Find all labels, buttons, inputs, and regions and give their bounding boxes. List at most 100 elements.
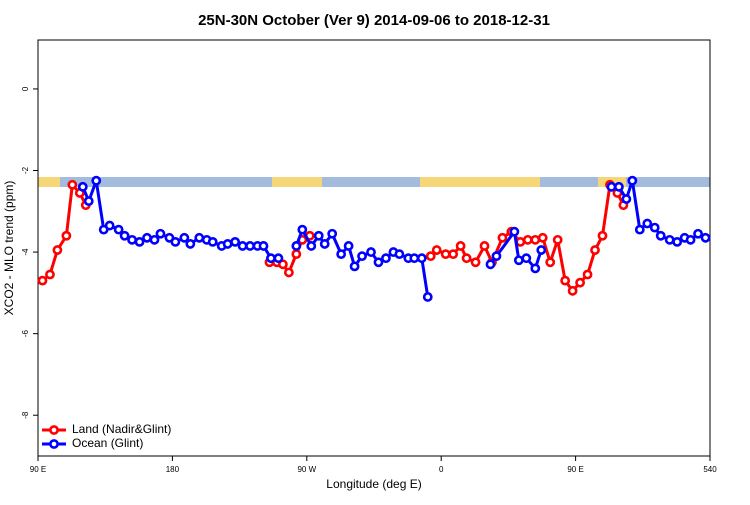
point <box>700 232 711 243</box>
point <box>664 234 675 245</box>
point <box>319 239 330 249</box>
point <box>513 255 524 266</box>
point <box>170 236 181 247</box>
chart-title: 25N-30N October (Ver 9) 2014-09-06 to 20… <box>198 12 550 29</box>
strip-land <box>38 177 60 187</box>
y-tick-label: 0 <box>21 86 30 91</box>
point <box>560 275 571 286</box>
point <box>45 269 55 280</box>
point <box>381 253 391 264</box>
point <box>283 267 294 278</box>
point <box>455 241 466 251</box>
strip-ocean <box>38 177 710 187</box>
point <box>127 234 137 245</box>
point <box>431 245 442 255</box>
point <box>83 196 94 206</box>
point <box>52 245 63 255</box>
point <box>291 249 302 260</box>
point <box>685 234 696 245</box>
x-tick-label: 90 W <box>297 465 316 474</box>
point <box>440 249 451 260</box>
point <box>91 175 102 186</box>
point <box>606 181 617 192</box>
point <box>179 232 190 243</box>
y-tick-label: -2 <box>21 166 30 174</box>
point <box>672 236 683 247</box>
point <box>343 241 354 251</box>
point <box>336 249 347 260</box>
point <box>297 224 308 235</box>
point <box>349 261 360 272</box>
point <box>67 179 78 190</box>
point <box>582 269 593 280</box>
point <box>521 253 532 264</box>
point <box>366 247 376 257</box>
point <box>614 181 624 192</box>
point <box>113 224 124 235</box>
point <box>142 232 152 243</box>
point <box>655 230 666 241</box>
point <box>77 181 88 192</box>
point <box>119 230 130 241</box>
x-axis-label: Longitude (deg E) <box>326 477 421 491</box>
point <box>394 249 405 260</box>
y-axis-label: XCO2 - MLO trend (ppm) <box>2 181 16 316</box>
point <box>522 234 533 245</box>
x-tick-label: 540 <box>703 465 717 474</box>
point <box>621 194 632 204</box>
legend-marker <box>49 425 59 435</box>
point <box>245 241 255 251</box>
point <box>258 241 269 251</box>
legend-label: Ocean (Glint) <box>72 436 143 450</box>
point <box>273 253 284 264</box>
point <box>497 232 508 243</box>
point <box>530 234 541 245</box>
point <box>575 277 585 288</box>
point <box>373 257 384 268</box>
point <box>222 239 233 249</box>
y-tick-label: -6 <box>21 330 30 338</box>
point <box>61 230 72 241</box>
point <box>597 230 608 241</box>
point <box>313 230 324 241</box>
strip-land <box>420 177 540 187</box>
point <box>134 236 145 247</box>
point <box>207 236 218 247</box>
x-tick-label: 90 E <box>30 465 46 474</box>
point <box>104 220 115 231</box>
y-tick-label: -4 <box>21 248 30 256</box>
x-tick-label: 180 <box>166 465 180 474</box>
point <box>470 257 481 268</box>
point <box>536 245 547 255</box>
point <box>185 239 196 249</box>
x-tick-label: 90 E <box>567 465 583 474</box>
point <box>425 251 436 262</box>
point <box>306 241 317 251</box>
point <box>567 285 578 296</box>
point <box>627 175 638 186</box>
legend-marker <box>49 439 59 449</box>
y-tick-label: -8 <box>21 411 30 419</box>
point <box>237 241 248 251</box>
point <box>278 259 288 270</box>
point <box>509 226 520 237</box>
point <box>552 234 563 245</box>
strip-land <box>272 177 322 187</box>
point <box>485 259 496 270</box>
point <box>649 222 660 233</box>
point <box>634 224 645 235</box>
point <box>693 228 703 239</box>
point <box>291 241 302 251</box>
point <box>357 251 367 262</box>
point <box>416 253 427 264</box>
point <box>642 218 653 229</box>
point <box>422 292 433 302</box>
legend-label: Land (Nadir&Glint) <box>72 422 171 436</box>
point <box>194 232 205 243</box>
point <box>590 245 600 255</box>
point <box>537 232 548 243</box>
point <box>155 228 166 239</box>
point <box>448 249 459 260</box>
